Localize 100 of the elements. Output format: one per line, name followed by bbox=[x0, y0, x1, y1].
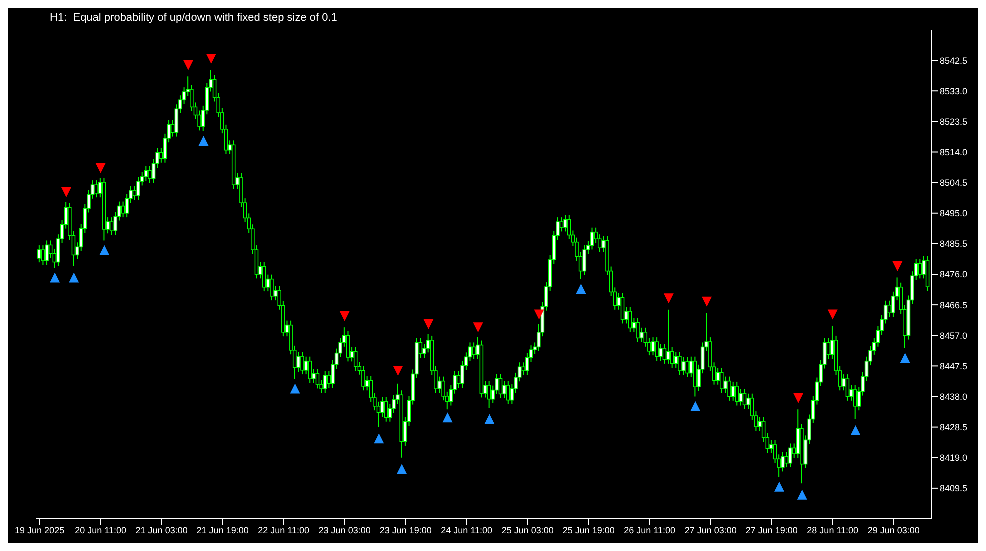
candlestick bbox=[560, 217, 564, 232]
x-tick-label: 29 Jun 03:00 bbox=[868, 525, 920, 536]
x-tick-label: 27 Jun 03:00 bbox=[684, 525, 737, 536]
candlestick bbox=[316, 368, 320, 390]
candlestick bbox=[346, 330, 350, 362]
candlestick bbox=[720, 368, 724, 394]
x-tick-label: 20 Jun 11:00 bbox=[75, 525, 127, 536]
x-tick-label: 22 Jun 11:00 bbox=[258, 525, 310, 536]
point bbox=[206, 54, 216, 64]
candlestick bbox=[582, 245, 587, 276]
candlestick bbox=[735, 381, 740, 406]
y-tick-label: 8542.5 bbox=[940, 56, 968, 66]
point bbox=[797, 490, 808, 500]
point bbox=[290, 384, 300, 394]
candlestick bbox=[136, 176, 140, 201]
x-tick-label: 28 Jun 11:00 bbox=[807, 525, 859, 536]
point bbox=[900, 353, 910, 364]
candlestick bbox=[731, 381, 736, 402]
candlestick bbox=[110, 217, 114, 236]
y-tick-label: 8523.5 bbox=[940, 116, 968, 127]
candlestick bbox=[262, 262, 266, 292]
candlestick bbox=[94, 180, 98, 198]
candlestick bbox=[636, 318, 640, 343]
point bbox=[340, 311, 350, 322]
candlestick bbox=[686, 357, 690, 378]
candlestick bbox=[788, 443, 792, 468]
candlestick bbox=[300, 352, 304, 376]
candlestick bbox=[38, 245, 42, 264]
candlestick bbox=[148, 166, 152, 184]
candlestick bbox=[739, 388, 743, 406]
point bbox=[690, 401, 701, 412]
y-tick-label: 8533.0 bbox=[940, 86, 968, 96]
y-tick-label: 8419.0 bbox=[940, 453, 968, 464]
candlestick bbox=[304, 356, 308, 376]
candlestick bbox=[362, 366, 366, 392]
point bbox=[393, 366, 404, 376]
candlestick bbox=[323, 370, 328, 394]
point bbox=[534, 310, 544, 320]
point bbox=[828, 310, 838, 320]
candlestick bbox=[384, 396, 388, 422]
point bbox=[69, 272, 80, 283]
point bbox=[892, 261, 903, 272]
y-tick-label: 8485.5 bbox=[940, 239, 968, 250]
candlestick bbox=[888, 300, 892, 318]
point bbox=[576, 284, 586, 294]
candlestick bbox=[784, 452, 789, 468]
point bbox=[473, 322, 484, 333]
candlestick bbox=[628, 306, 632, 333]
point bbox=[397, 464, 408, 474]
candlestick bbox=[728, 376, 732, 402]
candlestick bbox=[742, 388, 747, 410]
x-tick-label: 24 Jun 11:00 bbox=[441, 525, 493, 536]
y-tick-label: 8504.5 bbox=[940, 178, 968, 188]
point bbox=[850, 426, 861, 436]
candlestick bbox=[308, 356, 312, 384]
candlestick bbox=[716, 368, 720, 386]
point bbox=[96, 163, 106, 174]
x-tick-label: 23 Jun 19:00 bbox=[380, 525, 432, 536]
x-tick-label: 23 Jun 03:00 bbox=[318, 525, 371, 536]
point bbox=[62, 187, 72, 198]
chart-title: H1: Equal probability of up/down with fixed step size of 0.1 bbox=[50, 12, 338, 24]
candlestick bbox=[682, 357, 686, 376]
y-tick-label: 8447.5 bbox=[940, 361, 968, 372]
point bbox=[484, 414, 495, 424]
candlestick bbox=[144, 166, 148, 182]
candlestick bbox=[502, 380, 506, 399]
x-tick-label: 21 Jun 03:00 bbox=[136, 525, 188, 536]
x-tick-label: 27 Jun 19:00 bbox=[746, 525, 798, 536]
point bbox=[702, 296, 712, 307]
candlestick bbox=[472, 342, 476, 360]
candlestick bbox=[853, 384, 858, 420]
y-tick-label: 8428.5 bbox=[940, 422, 968, 433]
y-tick-label: 8514.0 bbox=[940, 147, 968, 158]
candlestick bbox=[498, 374, 503, 399]
candlestick bbox=[674, 352, 678, 369]
y-tick-label: 8457.0 bbox=[940, 330, 968, 341]
y-tick-label: 8409.5 bbox=[940, 484, 968, 494]
candlestick bbox=[655, 337, 659, 362]
x-tick-label: 19 Jun 2025 bbox=[15, 525, 65, 536]
point bbox=[424, 319, 434, 330]
candlestick bbox=[354, 346, 358, 372]
point bbox=[774, 482, 784, 492]
x-tick-label: 26 Jun 11:00 bbox=[624, 525, 676, 536]
y-tick-label: 8438.0 bbox=[940, 392, 968, 402]
candlestick bbox=[651, 337, 656, 356]
point bbox=[50, 272, 60, 283]
candlestick bbox=[724, 376, 728, 394]
point bbox=[100, 245, 110, 256]
candlestick bbox=[564, 214, 568, 232]
candlestick bbox=[487, 380, 492, 409]
candlestick bbox=[666, 309, 670, 364]
candlestick bbox=[270, 274, 274, 302]
candlestick bbox=[658, 343, 663, 362]
candlestick bbox=[918, 258, 922, 280]
candlestick bbox=[506, 380, 510, 405]
candlestick bbox=[846, 374, 850, 402]
candlestick bbox=[590, 227, 594, 250]
candlestick bbox=[45, 240, 49, 266]
candlestick bbox=[41, 245, 46, 266]
candlestick bbox=[620, 292, 625, 324]
